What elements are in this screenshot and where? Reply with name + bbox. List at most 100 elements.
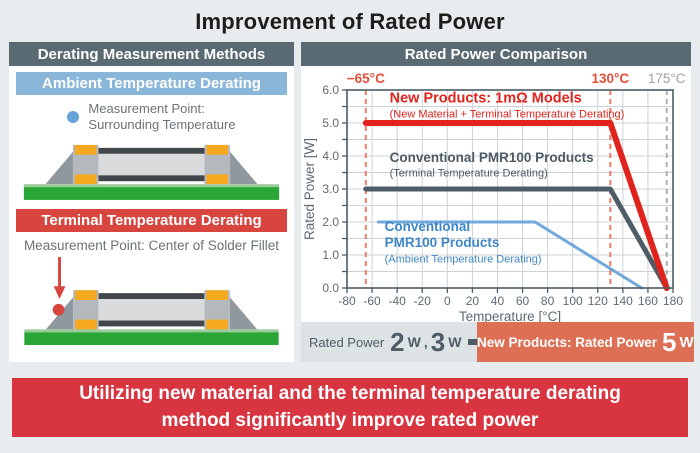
derating-methods-body: Ambient Temperature Derating Measurement… xyxy=(9,66,294,362)
series-line xyxy=(376,220,644,290)
series-line xyxy=(363,186,670,291)
terminal-measurement-label: Measurement Point: Center of Solder Fill… xyxy=(23,238,280,253)
power-summary-strip: Rated Power 2 W , 3 W New Products: Rate… xyxy=(301,322,694,362)
svg-text:-20: -20 xyxy=(414,294,432,308)
chart-series xyxy=(362,120,670,291)
conclusion-banner: Utilizing new material and the terminal … xyxy=(12,378,688,437)
ambient-derating-header: Ambient Temperature Derating xyxy=(16,72,287,95)
svg-text:140: 140 xyxy=(613,294,633,308)
svg-text:20: 20 xyxy=(466,294,480,308)
content-columns: Derating Measurement Methods Ambient Tem… xyxy=(0,42,700,362)
resistor-assembly xyxy=(24,290,279,345)
svg-text:(Ambient Temperature Derating): (Ambient Temperature Derating) xyxy=(385,253,542,265)
svg-text:5.0: 5.0 xyxy=(322,116,339,130)
resistive-element-bottom xyxy=(98,320,205,327)
chart-annotations: New Products: 1mΩ Models(New Material + … xyxy=(385,91,625,266)
ambient-measurement-label: Measurement Point: Surrounding Temperatu… xyxy=(88,101,235,132)
ambient-measurement-line1: Measurement Point: xyxy=(88,101,205,117)
svg-text:New Products: 1mΩ Models: New Products: 1mΩ Models xyxy=(390,91,582,107)
chart-container: −65°C 130°C 175°C New Products: 1mΩ Models(… xyxy=(301,66,691,324)
banner-line-2: method significantly improve rated power xyxy=(161,409,539,431)
new-power-value: 5 xyxy=(662,327,677,357)
svg-text:6.0: 6.0 xyxy=(322,83,339,97)
resistor-body xyxy=(98,294,205,326)
rated-power-header: Rated Power Comparison xyxy=(301,42,691,66)
svg-text:120: 120 xyxy=(588,294,608,308)
pcb-board xyxy=(23,187,280,200)
old-power-unit-1: W xyxy=(407,334,421,350)
pcb-board xyxy=(24,332,279,345)
electrode-pad xyxy=(206,290,228,300)
svg-text:3.0: 3.0 xyxy=(322,182,339,196)
pcb-top-edge xyxy=(24,329,279,333)
terminal-derating-header: Terminal Temperature Derating xyxy=(16,209,287,232)
old-power-value-2: 3 xyxy=(430,327,446,357)
svg-text:4.0: 4.0 xyxy=(322,149,339,163)
electrode-pad xyxy=(206,319,228,330)
svg-text:2.0: 2.0 xyxy=(322,215,339,229)
chart-ticks xyxy=(342,89,674,293)
svg-text:-60: -60 xyxy=(363,294,381,308)
svg-text:0.0: 0.0 xyxy=(322,281,339,295)
derating-methods-panel: Derating Measurement Methods Ambient Tem… xyxy=(9,42,294,362)
svg-text:Conventional PMR100 Products: Conventional PMR100 Products xyxy=(390,150,594,165)
chart-axis-labels: -80 -60 -40 -20 0 20 40 60 80 100 120 140 160 180 0.0 1… xyxy=(302,83,683,324)
terminal-resistor-diagram xyxy=(24,256,279,345)
solder-fillet-right xyxy=(230,151,258,185)
svg-text:160: 160 xyxy=(638,294,658,308)
electrode-pad xyxy=(75,319,97,330)
svg-text:-40: -40 xyxy=(388,294,406,308)
solder-fillet-left xyxy=(45,151,73,185)
electrode-pad xyxy=(75,290,97,300)
plot-border xyxy=(346,89,674,289)
svg-text:80: 80 xyxy=(541,294,555,308)
svg-text:Temperature [°C]: Temperature [°C] xyxy=(459,309,561,322)
resistive-element-bottom xyxy=(98,175,205,182)
measurement-point-dot-icon xyxy=(67,111,80,123)
ambient-measurement-line2: Surrounding Temperature xyxy=(88,117,236,132)
new-rated-power-box: New Products: Rated Power 5 W xyxy=(477,322,694,362)
resistive-element-top xyxy=(98,147,205,154)
svg-text:100: 100 xyxy=(563,294,583,308)
svg-text:PMR100 Products: PMR100 Products xyxy=(385,235,500,250)
rated-power-panel: Rated Power Comparison −65°C 130°C 175°C Ne… xyxy=(301,42,694,362)
derating-methods-header: Derating Measurement Methods xyxy=(9,42,294,66)
solder-fillet-right xyxy=(229,297,258,330)
ambient-measurement-row: Measurement Point: Surrounding Temperatu… xyxy=(16,101,287,133)
series-line xyxy=(362,120,670,291)
svg-text:(New Material + Terminal Tempe: (New Material + Terminal Temperature Der… xyxy=(390,108,625,120)
old-rated-power: Rated Power 2 W , 3 W xyxy=(301,322,515,362)
svg-text:-80: -80 xyxy=(338,294,356,308)
new-power-label: New Products: Rated Power xyxy=(477,334,658,350)
electrode-pad xyxy=(206,174,229,185)
electrode-pad xyxy=(206,144,229,155)
svg-text:180: 180 xyxy=(663,294,683,308)
svg-text:Rated Power [W]: Rated Power [W] xyxy=(302,138,317,240)
old-power-label: Rated Power xyxy=(309,334,385,350)
svg-text:130°C: 130°C xyxy=(591,71,629,86)
electrode-pad xyxy=(74,144,97,155)
old-power-value-1: 2 xyxy=(390,327,405,357)
resistive-element-top xyxy=(98,293,205,300)
svg-text:1.0: 1.0 xyxy=(322,248,339,262)
svg-text:40: 40 xyxy=(491,294,505,308)
banner-line-1: Utilizing new material and the terminal … xyxy=(79,382,621,404)
old-power-unit-2: W xyxy=(448,334,462,350)
page-title: Improvement of Rated Power xyxy=(195,9,505,34)
svg-text:−65°C: −65°C xyxy=(347,71,385,86)
old-power-separator: , xyxy=(423,334,428,350)
svg-text:Conventional: Conventional xyxy=(385,219,471,234)
electrode-pad xyxy=(74,174,97,185)
svg-text:175°C: 175°C xyxy=(648,71,686,86)
svg-text:0: 0 xyxy=(444,294,451,308)
pcb-top-edge xyxy=(23,184,280,188)
new-power-unit: W xyxy=(679,333,694,351)
svg-text:(Terminal Temperature Derating: (Terminal Temperature Derating) xyxy=(390,167,548,179)
section-spacer xyxy=(16,200,287,209)
resistor-body xyxy=(98,148,205,181)
svg-text:60: 60 xyxy=(516,294,530,308)
pointer-arrow-head-icon xyxy=(53,286,66,300)
measurement-point-dot-icon xyxy=(52,303,65,316)
